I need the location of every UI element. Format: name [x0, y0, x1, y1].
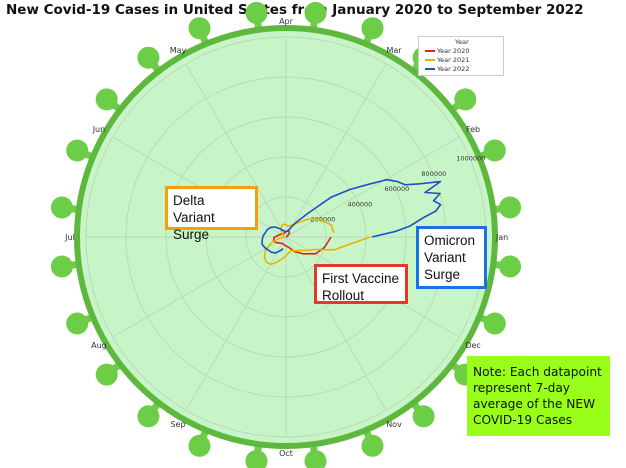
virus-spike-head: [137, 46, 160, 69]
angular-gridline: [185, 236, 287, 411]
virus-spike-head: [66, 312, 89, 335]
legend-label: Year 2021: [437, 56, 470, 64]
vaccine-annotation: First Vaccine Rollout: [314, 264, 408, 304]
month-tick-label: Dec: [465, 341, 480, 350]
omicron-annotation: Omicron Variant Surge: [416, 226, 487, 289]
month-tick-label: Jul: [64, 233, 75, 242]
legend-entry: Year 2020: [425, 47, 469, 55]
radial-tick-label: 600000: [384, 185, 409, 193]
angular-gridline: [285, 63, 387, 238]
legend-swatch: [425, 68, 435, 70]
legend-swatch: [425, 59, 435, 61]
month-tick-label: Jan: [495, 233, 508, 242]
virus-spike-head: [499, 255, 522, 278]
angular-gridline: [285, 136, 460, 238]
virus-spike-head: [50, 255, 73, 278]
virus-spike-head: [361, 434, 384, 457]
angular-gridline: [185, 63, 287, 238]
virus-spike-head: [245, 1, 268, 24]
delta-annotation: Delta Variant Surge: [165, 186, 258, 242]
month-tick-label: Jun: [92, 125, 106, 134]
legend: Year Year 2020 Year 2021 Year 2022: [418, 36, 504, 76]
virus-spike-head: [483, 139, 506, 162]
virus-spike-head: [304, 450, 327, 468]
virus-spike-head: [188, 17, 211, 40]
series-line-year-2020: [272, 230, 332, 255]
month-tick-label: Apr: [279, 17, 294, 26]
month-tick-label: Sep: [170, 420, 185, 429]
month-tick-label: Mar: [386, 46, 402, 55]
virus-spike-head: [483, 312, 506, 335]
virus-spike-head: [50, 196, 73, 219]
month-tick-label: May: [170, 46, 187, 55]
angular-gridline: [285, 236, 387, 411]
month-tick-label: Aug: [91, 341, 107, 350]
data-series: [261, 178, 442, 266]
note-box: Note: Each datapoint represent 7-day ave…: [467, 356, 610, 436]
radial-tick-label: 800000: [421, 170, 446, 178]
virus-spike-head: [361, 17, 384, 40]
legend-entry: Year 2022: [425, 65, 469, 73]
series-line-year-2022: [261, 178, 442, 254]
virus-spike-head: [304, 1, 327, 24]
series-line-year-2021: [263, 218, 371, 266]
month-tick-label: Nov: [386, 420, 402, 429]
virus-spike-head: [66, 139, 89, 162]
angular-gridline: [112, 236, 287, 338]
virus-spike-head: [454, 88, 477, 111]
radial-tick-label: 200000: [311, 216, 336, 224]
virus-spike-head: [245, 450, 268, 468]
radial-tick-labels: 200000 400000 600000 800000 1000000: [311, 154, 486, 223]
legend-entry: Year 2021: [425, 56, 469, 64]
virus-spike-head: [137, 405, 160, 428]
radial-tick-label: 1000000: [456, 154, 485, 162]
chart-title: New Covid-19 Cases in United States from…: [6, 2, 584, 18]
legend-swatch: [425, 50, 435, 52]
virus-spike-head: [95, 88, 118, 111]
virus-spike-head: [95, 363, 118, 386]
virus-spike-head: [499, 196, 522, 219]
month-tick-label: Feb: [466, 125, 480, 134]
virus-spike-head: [188, 434, 211, 457]
angular-tick-labels: Jan Feb Mar Apr May Jun Jul Aug Sep Oct Nov Dec: [64, 17, 508, 458]
legend-title: Year: [455, 38, 469, 46]
legend-label: Year 2022: [437, 65, 470, 73]
virus-spike-head: [412, 405, 435, 428]
month-tick-label: Oct: [279, 449, 293, 458]
legend-label: Year 2020: [437, 47, 470, 55]
radial-tick-label: 400000: [347, 200, 372, 208]
